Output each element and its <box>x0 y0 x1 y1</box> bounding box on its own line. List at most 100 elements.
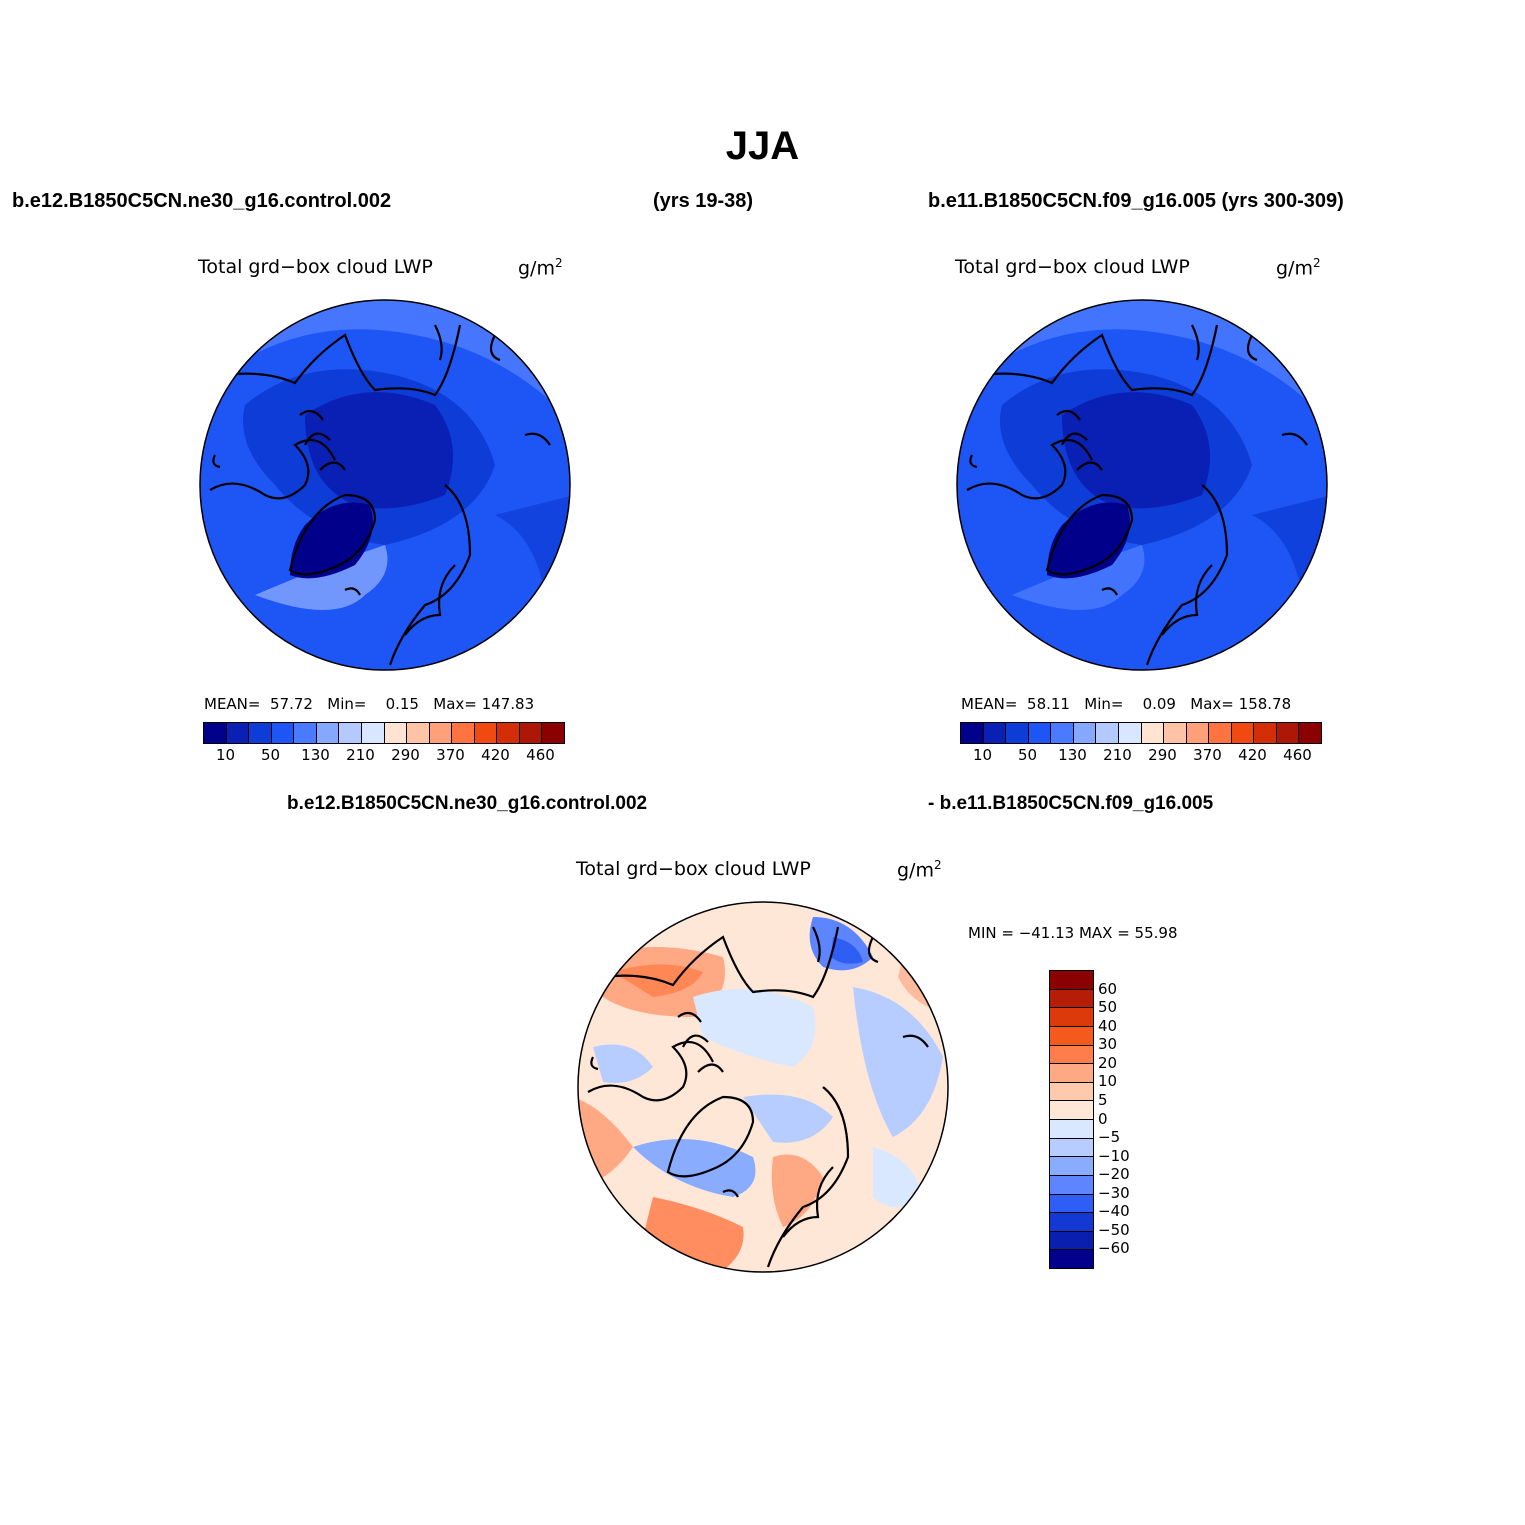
panel1-colorbar-swatch <box>474 723 498 743</box>
panel1-colorbar-swatch <box>497 723 520 743</box>
difference-colorbar-swatch <box>1050 1157 1093 1176</box>
header-case-right: b.e11.B1850C5CN.f09_g16.005 (yrs 300-309… <box>928 190 1344 212</box>
difference-colorbar-tick-label: −60 <box>1098 1239 1130 1258</box>
panel2-colorbar-tick-label: 130 <box>1058 746 1087 764</box>
difference-colorbar-tick-label: −30 <box>1098 1183 1130 1202</box>
panel2-colorbar-swatch <box>1209 723 1232 743</box>
panel1-colorbar-tick-label: 420 <box>481 746 510 764</box>
difference-colorbar-tick-label: −50 <box>1098 1220 1130 1239</box>
panel1-colorbar-swatch <box>361 723 385 743</box>
header-case-left: b.e12.B1850C5CN.ne30_g16.control.002 <box>12 190 392 212</box>
panel2-colorbar-swatch <box>1028 723 1052 743</box>
difference-colorbar-swatch <box>1050 1194 1093 1214</box>
panel1-stats: MEAN= 57.72 Min= 0.15 Max= 147.83 <box>204 695 535 713</box>
panel1-colorbar-tick-label: 10 <box>215 746 236 764</box>
panel1-colorbar-swatch <box>204 723 227 743</box>
panel1-colorbar-swatch <box>226 723 250 743</box>
panel1-colorbar-swatch <box>384 723 408 743</box>
difference-colorbar-tick-label: −20 <box>1098 1165 1130 1184</box>
panel1-colorbar-swatch <box>316 723 340 743</box>
difference-colorbar-swatch <box>1050 1213 1093 1232</box>
diff-case-right: - b.e11.B1850C5CN.f09_g16.005 <box>928 793 1214 814</box>
difference-colorbar-swatch <box>1050 1250 1093 1268</box>
panel2-colorbar-swatch <box>1186 723 1210 743</box>
panel2-colorbar-swatch <box>1164 723 1187 743</box>
panel3-variable-title: Total grd−box cloud LWP <box>576 858 811 880</box>
panel2-colorbar <box>960 722 1322 744</box>
difference-colorbar-swatch <box>1050 971 1093 990</box>
difference-colorbar-swatch <box>1050 1008 1093 1027</box>
panel3-units: g/m2 <box>897 858 942 882</box>
difference-colorbar-swatch <box>1050 1231 1093 1251</box>
panel2-colorbar-swatch <box>1276 723 1300 743</box>
panel2-colorbar-swatch <box>961 723 984 743</box>
difference-colorbar-swatch <box>1050 1101 1093 1120</box>
panel2-units: g/m2 <box>1276 256 1321 280</box>
difference-colorbar-tick-label: 30 <box>1098 1035 1118 1054</box>
panel1-colorbar-swatch <box>294 723 317 743</box>
panel2-variable-title: Total grd−box cloud LWP <box>955 256 1190 278</box>
panel1-colorbar-tick-label: 130 <box>301 746 330 764</box>
difference-colorbar-tick-label: 5 <box>1098 1090 1108 1109</box>
difference-colorbar-tick-label: −5 <box>1098 1128 1121 1147</box>
panel2-colorbar-tick-label: 50 <box>1017 746 1038 764</box>
panel1-colorbar <box>203 722 565 744</box>
panel2-colorbar-tick-label: 290 <box>1148 746 1177 764</box>
difference-colorbar-swatch <box>1050 1138 1093 1158</box>
panel2-colorbar-tick-label: 370 <box>1193 746 1222 764</box>
panel1-units: g/m2 <box>518 256 563 280</box>
panel1-colorbar-swatch <box>407 723 430 743</box>
panel3-minmax: MIN = −41.13 MAX = 55.98 <box>968 924 1178 942</box>
panel2-colorbar-swatch <box>983 723 1007 743</box>
panel2-colorbar-tick-label: 420 <box>1238 746 1267 764</box>
panel2-colorbar-swatch <box>1073 723 1097 743</box>
difference-colorbar-swatch <box>1050 1082 1093 1102</box>
panel2-colorbar-swatch <box>1231 723 1255 743</box>
difference-colorbar-swatch <box>1050 1045 1093 1065</box>
figure-title: JJA <box>725 124 800 168</box>
panel1-colorbar-tick-label: 370 <box>436 746 465 764</box>
panel2-colorbar-swatch <box>1006 723 1029 743</box>
panel1-colorbar-swatch <box>519 723 543 743</box>
panel1-colorbar-tick-label: 50 <box>260 746 281 764</box>
diff-case-left: b.e12.B1850C5CN.ne30_g16.control.002 <box>287 793 648 814</box>
difference-colorbar <box>1049 970 1094 1269</box>
panel2-colorbar-tick-label: 10 <box>972 746 993 764</box>
panel1-colorbar-swatch <box>249 723 272 743</box>
panel1-colorbar-swatch <box>429 723 453 743</box>
difference-colorbar-tick-label: −10 <box>1098 1146 1130 1165</box>
difference-colorbar-swatch <box>1050 1026 1093 1046</box>
panel2-colorbar-swatch <box>1096 723 1119 743</box>
panel1-colorbar-swatch <box>271 723 295 743</box>
panel1-colorbar-swatch <box>542 723 564 743</box>
panel1-colorbar-tick-label: 290 <box>391 746 420 764</box>
panel2-colorbar-tick-label: 210 <box>1103 746 1132 764</box>
difference-colorbar-tick-label: 40 <box>1098 1016 1118 1035</box>
panel2-colorbar-swatch <box>1141 723 1165 743</box>
difference-colorbar-tick-label: 0 <box>1098 1109 1108 1128</box>
panel1-colorbar-swatch <box>452 723 475 743</box>
header-years-left: (yrs 19-38) <box>653 190 754 212</box>
panel1-colorbar-tick-label: 460 <box>526 746 555 764</box>
panel2-colorbar-tick-label: 460 <box>1283 746 1312 764</box>
panel1-polar-map <box>199 299 571 671</box>
panel2-colorbar-swatch <box>1299 723 1321 743</box>
difference-colorbar-ticks: 60 50 40 30 20 10 5 0 −5 −10 −20 −30 −40 −50 −60 <box>1098 970 1158 1267</box>
panel2-colorbar-ticks: 10 50 130 210 290 370 420 460 <box>960 746 1320 766</box>
difference-colorbar-swatch <box>1050 1120 1093 1139</box>
difference-colorbar-tick-label: 20 <box>1098 1053 1118 1072</box>
panel2-polar-map <box>956 299 1328 671</box>
panel2-colorbar-swatch <box>1051 723 1074 743</box>
panel2-stats: MEAN= 58.11 Min= 0.09 Max= 158.78 <box>961 695 1292 713</box>
difference-colorbar-tick-label: −40 <box>1098 1202 1130 1221</box>
difference-colorbar-tick-label: 10 <box>1098 1072 1118 1091</box>
difference-colorbar-tick-label: 50 <box>1098 998 1118 1017</box>
difference-colorbar-swatch <box>1050 989 1093 1009</box>
panel2-colorbar-swatch <box>1118 723 1142 743</box>
panel1-colorbar-swatch <box>339 723 362 743</box>
difference-colorbar-tick-label: 60 <box>1098 979 1118 998</box>
panel1-variable-title: Total grd−box cloud LWP <box>198 256 433 278</box>
panel1-colorbar-tick-label: 210 <box>346 746 375 764</box>
difference-colorbar-swatch <box>1050 1064 1093 1083</box>
difference-polar-map <box>577 901 949 1273</box>
